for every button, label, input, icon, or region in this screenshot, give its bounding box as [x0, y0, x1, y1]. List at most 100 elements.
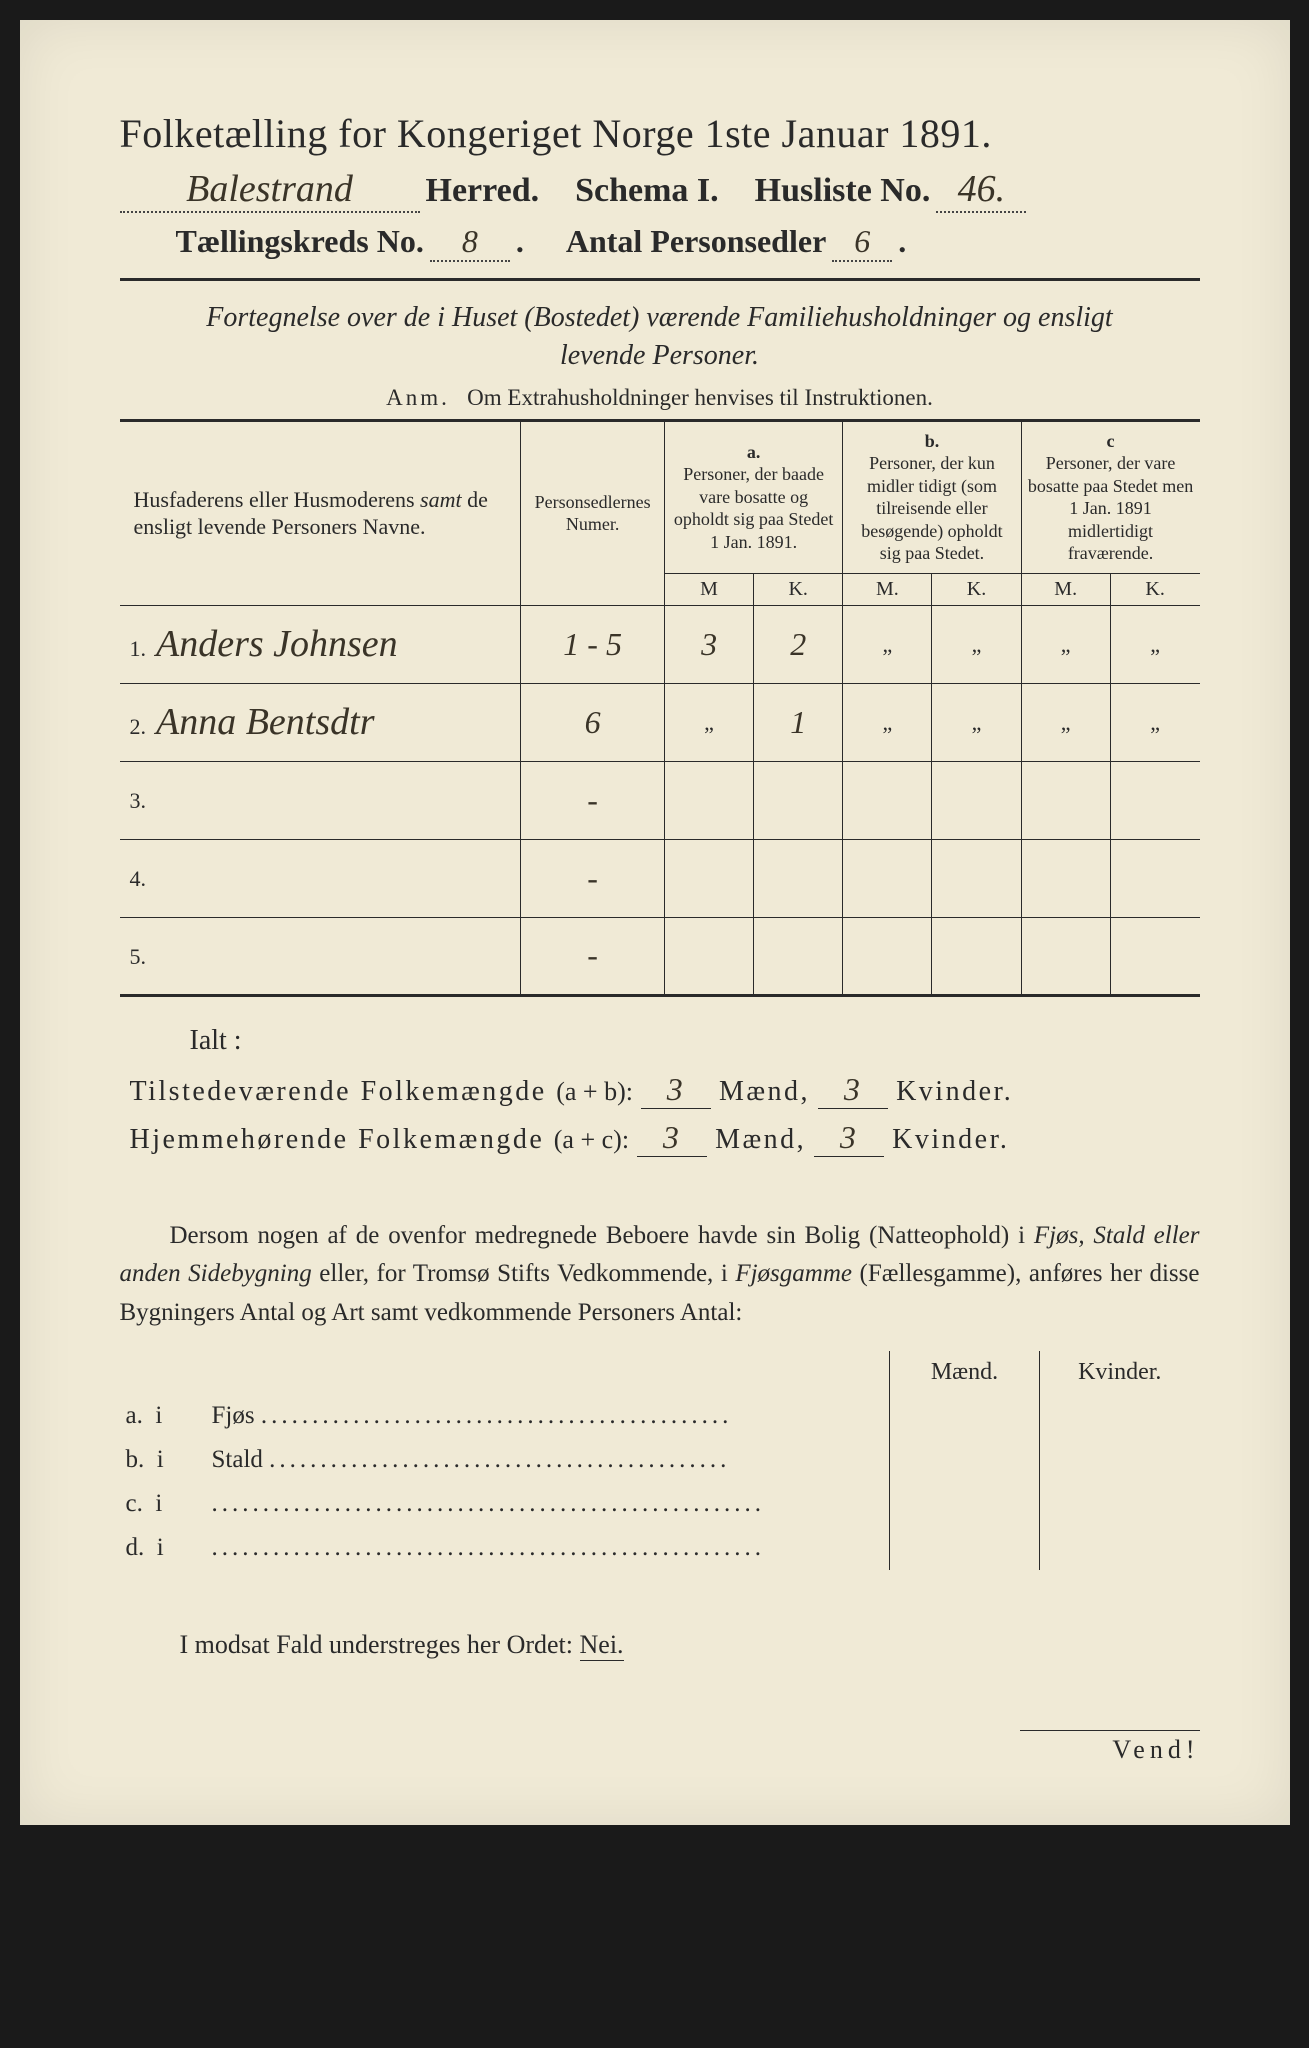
side-maend: Mænd. [890, 1351, 1040, 1394]
name-cell: 3. [120, 761, 521, 839]
husliste-value: 46. [936, 167, 1026, 213]
totals2-k: 3 [814, 1119, 884, 1157]
antal-value: 6 [832, 223, 892, 262]
cell-pers: 6 [521, 683, 665, 761]
name-cell: 4. [120, 839, 521, 917]
cell-ak [754, 839, 843, 917]
cell-am: 3 [664, 605, 753, 683]
cell-am [664, 839, 753, 917]
kvinder-label2: Kvinder. [892, 1124, 1009, 1156]
herred-label: Herred. [426, 172, 540, 210]
cell-cm [1021, 761, 1110, 839]
totals1-k: 3 [818, 1071, 888, 1109]
divider [120, 278, 1200, 281]
cell-pers: - [521, 761, 665, 839]
side-row-a: a. i Fjøs ..............................… [120, 1394, 1200, 1438]
cell-bm [843, 917, 932, 995]
hdr-a-m: M [664, 573, 753, 605]
herred-value: Balestrand [120, 167, 420, 213]
cell-bm: „ [843, 683, 932, 761]
col-names: Husfaderens eller Husmoderens samt de en… [120, 420, 521, 605]
subtitle-l2: levende Personer. [560, 340, 759, 371]
side-row-d: d. i ...................................… [120, 1526, 1200, 1570]
cell-bk [932, 761, 1021, 839]
anm-text: Om Extrahusholdninger henvises til Instr… [467, 385, 933, 410]
totals1-label: Tilstedeværende Folkemængde [130, 1076, 547, 1108]
cell-ak [754, 917, 843, 995]
totals1-paren: (a + b): [556, 1077, 633, 1107]
maend-label: Mænd, [719, 1076, 810, 1108]
totals2-label: Hjemmehørende Folkemængde [130, 1124, 545, 1156]
side-kvinder: Kvinder. [1040, 1351, 1200, 1394]
name-cell: 2.Anna Bentsdtr [120, 683, 521, 761]
table-row: 3.- [120, 761, 1200, 839]
anm-note: Anm. Om Extrahusholdninger henvises til … [120, 385, 1200, 411]
cell-ck: „ [1110, 683, 1199, 761]
hdr-b-m: M. [843, 573, 932, 605]
cell-am [664, 917, 753, 995]
kreds-label: Tællingskreds No. [176, 223, 424, 260]
cell-am [664, 761, 753, 839]
totals2-m: 3 [637, 1119, 707, 1157]
cell-ak: 2 [754, 605, 843, 683]
cell-ck [1110, 761, 1199, 839]
cell-ck: „ [1110, 605, 1199, 683]
anm-label: Anm. [386, 385, 450, 410]
outbuildings-table: Mænd. Kvinder. a. i Fjøs ...............… [120, 1351, 1200, 1570]
cell-ak: 1 [754, 683, 843, 761]
table-row: 2.Anna Bentsdtr6„1„„„„ [120, 683, 1200, 761]
kreds-value: 8 [430, 223, 510, 262]
table-row: 5.- [120, 917, 1200, 995]
totals-line-1: Tilstedeværende Folkemængde (a + b): 3 M… [130, 1071, 1200, 1109]
cell-pers: 1 - 5 [521, 605, 665, 683]
cell-bm: „ [843, 605, 932, 683]
census-form-page: Folketælling for Kongeriget Norge 1ste J… [20, 20, 1290, 1825]
name-cell: 1.Anders Johnsen [120, 605, 521, 683]
cell-bk [932, 917, 1021, 995]
totals-line-2: Hjemmehørende Folkemængde (a + c): 3 Mæn… [130, 1119, 1200, 1157]
hdr-b-k: K. [932, 573, 1021, 605]
vend: Vend! [1020, 1730, 1200, 1765]
cell-cm: „ [1021, 683, 1110, 761]
header-line-3: Tællingskreds No. 8 . Antal Personsedler… [120, 223, 1200, 262]
col-b: b. Personer, der kun midler tidigt (som … [843, 420, 1021, 573]
cell-bm [843, 839, 932, 917]
subtitle-l1: Fortegnelse over de i Huset (Bostedet) v… [206, 302, 1112, 333]
col-a: a. Personer, der baade vare bosatte og o… [664, 420, 842, 573]
schema-label: Schema I. [575, 172, 719, 210]
totals2-paren: (a + c): [554, 1125, 629, 1155]
census-table: Husfaderens eller Husmoderens samt de en… [120, 419, 1200, 997]
cell-cm [1021, 917, 1110, 995]
kvinder-label: Kvinder. [896, 1076, 1013, 1108]
maend-label2: Mænd, [715, 1124, 806, 1156]
hdr-a-k: K. [754, 573, 843, 605]
cell-pers: - [521, 839, 665, 917]
antal-label: Antal Personsedler [566, 223, 826, 260]
cell-pers: - [521, 917, 665, 995]
hdr-c-k: K. [1110, 573, 1199, 605]
col-c: c Personer, der vare bosatte paa Stedet … [1021, 420, 1199, 573]
nei-text: I modsat Fald understreges her Ordet: [180, 1630, 574, 1659]
cell-bm [843, 761, 932, 839]
cell-am: „ [664, 683, 753, 761]
col-numer: Personsedlernes Numer. [521, 420, 665, 605]
cell-ak [754, 761, 843, 839]
subtitle: Fortegnelse over de i Huset (Bostedet) v… [120, 299, 1200, 375]
table-row: 4.- [120, 839, 1200, 917]
cell-cm [1021, 839, 1110, 917]
side-row-c: c. i ...................................… [120, 1482, 1200, 1526]
cell-ck [1110, 917, 1199, 995]
nei-word: Nei. [580, 1630, 624, 1661]
page-title: Folketælling for Kongeriget Norge 1ste J… [120, 110, 1200, 157]
cell-bk: „ [932, 683, 1021, 761]
side-row-b: b. i Stald .............................… [120, 1438, 1200, 1482]
totals1-m: 3 [641, 1071, 711, 1109]
nei-line: I modsat Fald understreges her Ordet: Ne… [120, 1630, 1200, 1660]
hdr-c-m: M. [1021, 573, 1110, 605]
cell-bk: „ [932, 605, 1021, 683]
cell-bk [932, 839, 1021, 917]
outbuildings-para: Dersom nogen af de ovenfor medregnede Be… [120, 1217, 1200, 1333]
header-line-2: Balestrand Herred. Schema I. Husliste No… [120, 167, 1200, 213]
cell-ck [1110, 839, 1199, 917]
husliste-label: Husliste No. [755, 172, 931, 210]
